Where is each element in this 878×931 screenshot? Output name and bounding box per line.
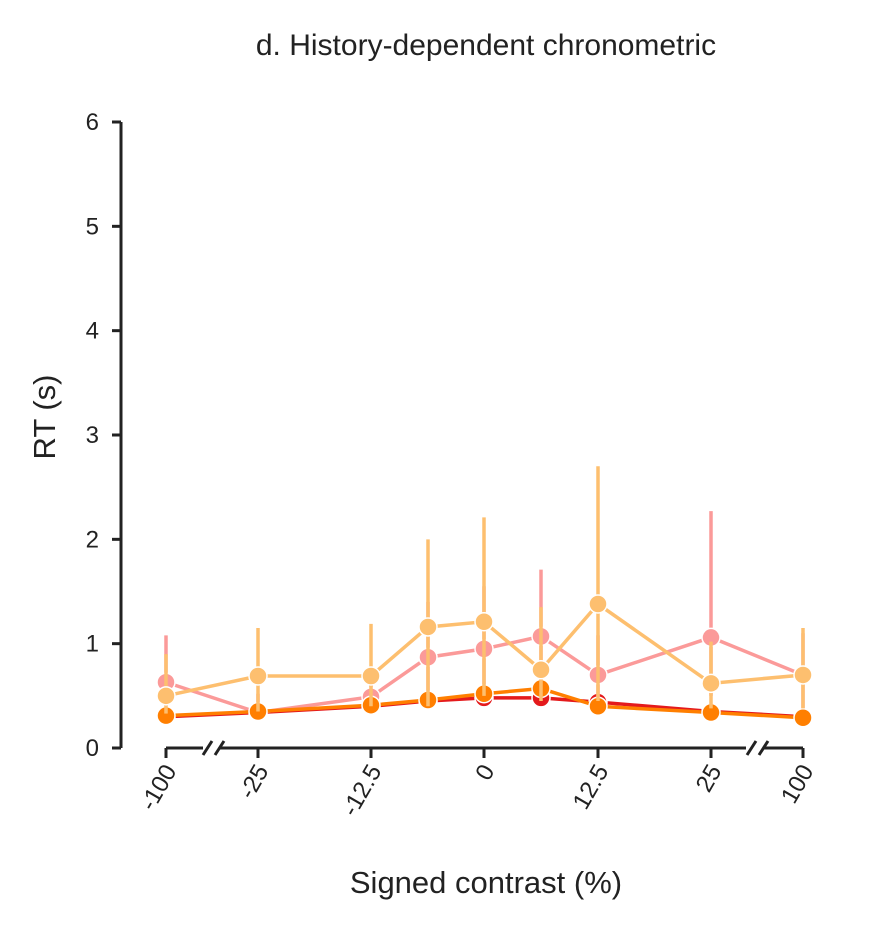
y-tick-label: 3 — [86, 422, 99, 449]
y-tick-label: 2 — [86, 526, 99, 553]
x-axis: -100 -25 -12.5 0 12.5 25 100 — [135, 740, 819, 821]
x-tick-label: 100 — [776, 760, 819, 808]
chart-title: d. History-dependent chronometric — [256, 29, 716, 62]
series-3 — [156, 466, 813, 714]
x-tick-label: 0 — [470, 760, 500, 785]
x-tick-label: 25 — [691, 760, 728, 797]
x-tick-label: -25 — [234, 760, 275, 804]
data-point — [588, 594, 608, 614]
plot-area — [156, 466, 813, 728]
data-point — [474, 612, 494, 632]
x-tick-label: -100 — [135, 760, 182, 815]
y-tick-label: 0 — [86, 735, 99, 762]
x-axis-label: Signed contrast (%) — [350, 865, 622, 900]
y-tick-label: 5 — [86, 213, 99, 240]
y-axis-label: RT (s) — [27, 375, 62, 460]
x-tick-label: 12.5 — [568, 760, 615, 814]
axis-break-mark — [213, 740, 226, 756]
axis-break-mark — [201, 740, 214, 756]
data-point — [701, 673, 721, 694]
data-point — [156, 686, 176, 706]
data-point — [531, 660, 551, 680]
data-point — [361, 666, 381, 686]
data-point — [793, 707, 813, 728]
axis-break-mark — [757, 740, 770, 756]
y-axis: 0 1 2 3 4 5 6 — [86, 109, 123, 762]
data-point — [793, 665, 813, 685]
y-tick-label: 1 — [86, 631, 99, 658]
y-tick-label: 4 — [86, 318, 99, 345]
data-point — [248, 666, 268, 686]
x-tick-label: -12.5 — [337, 760, 388, 821]
data-point — [418, 617, 438, 637]
y-tick-label: 6 — [86, 109, 99, 136]
axis-break-mark — [745, 740, 758, 756]
